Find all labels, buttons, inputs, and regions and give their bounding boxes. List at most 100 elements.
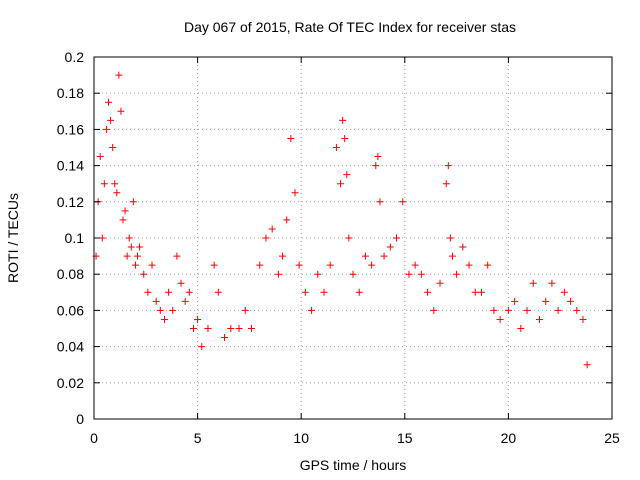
- x-tick-label: 10: [293, 430, 309, 446]
- data-point: [583, 361, 591, 369]
- data-point: [511, 297, 519, 305]
- y-tick-label: 0.12: [57, 194, 84, 210]
- data-point: [268, 225, 276, 233]
- data-point: [136, 243, 144, 251]
- y-tick-label: 0.18: [57, 85, 84, 101]
- data-point: [386, 243, 394, 251]
- data-point: [283, 216, 291, 224]
- data-point: [560, 288, 568, 296]
- data-point: [194, 315, 202, 323]
- data-point: [287, 134, 295, 142]
- data-point: [345, 234, 353, 242]
- data-point: [295, 261, 303, 269]
- data-point: [343, 171, 351, 179]
- data-point: [372, 162, 380, 170]
- y-tick-label: 0.2: [65, 49, 85, 65]
- data-point: [349, 270, 357, 278]
- data-point: [542, 297, 550, 305]
- data-point: [548, 279, 556, 287]
- data-point: [411, 261, 419, 269]
- data-point: [504, 306, 512, 314]
- data-point: [573, 306, 581, 314]
- data-point: [326, 261, 334, 269]
- data-point: [123, 252, 131, 260]
- y-axis-label: ROTI / TECUs: [5, 193, 21, 283]
- data-point: [523, 306, 531, 314]
- data-point: [274, 270, 282, 278]
- data-point: [148, 261, 156, 269]
- data-point: [301, 288, 309, 296]
- y-tick-label: 0: [76, 411, 84, 427]
- data-point: [105, 98, 113, 106]
- data-point: [405, 270, 413, 278]
- data-point: [477, 288, 485, 296]
- y-tick-label: 0.14: [57, 158, 84, 174]
- data-point: [129, 198, 137, 206]
- data-point: [127, 243, 135, 251]
- y-tick-label: 0.06: [57, 302, 84, 318]
- data-point: [341, 134, 349, 142]
- data-point: [453, 270, 461, 278]
- data-point: [111, 180, 119, 188]
- data-point: [517, 325, 525, 332]
- data-point: [332, 144, 340, 151]
- x-tick-label: 15: [397, 430, 413, 446]
- data-point: [125, 234, 133, 242]
- data-point: [430, 306, 438, 314]
- data-point: [446, 234, 454, 242]
- data-point: [442, 180, 450, 188]
- y-tick-label: 0.08: [57, 266, 84, 282]
- data-point: [235, 325, 243, 332]
- data-point: [471, 288, 479, 296]
- data-point: [119, 216, 127, 224]
- data-point: [436, 279, 444, 287]
- data-point: [279, 252, 287, 260]
- data-point: [448, 252, 456, 260]
- data-point: [444, 162, 452, 170]
- y-tick-label: 0.02: [57, 375, 84, 391]
- data-point: [399, 198, 407, 206]
- data-point: [496, 315, 504, 323]
- data-point: [131, 261, 139, 269]
- data-point: [140, 270, 148, 278]
- data-point: [210, 261, 218, 269]
- data-point: [160, 315, 168, 323]
- x-axis-label: GPS time / hours: [300, 457, 407, 473]
- data-point: [484, 261, 492, 269]
- data-point: [374, 153, 382, 161]
- data-point: [554, 306, 562, 314]
- data-point: [308, 306, 316, 314]
- data-point: [113, 189, 121, 197]
- data-point: [214, 288, 222, 296]
- y-tick-label: 0.04: [57, 339, 84, 355]
- data-point: [173, 252, 181, 260]
- chart-title: Day 067 of 2015, Rate Of TEC Index for r…: [184, 19, 516, 35]
- data-point: [121, 207, 129, 215]
- data-point: [96, 153, 104, 161]
- y-tick-label: 0.16: [57, 121, 84, 137]
- data-point: [314, 270, 322, 278]
- data-point: [465, 261, 473, 269]
- data-point: [459, 243, 467, 251]
- data-point: [181, 297, 189, 305]
- data-point: [262, 234, 270, 242]
- data-point: [227, 325, 235, 332]
- data-point: [204, 325, 212, 332]
- data-point: [339, 116, 347, 124]
- data-point: [221, 334, 229, 342]
- data-point: [134, 252, 142, 260]
- data-point: [185, 288, 193, 296]
- data-points: [92, 71, 591, 369]
- data-point: [376, 198, 384, 206]
- data-point: [247, 325, 255, 332]
- data-point: [156, 306, 164, 314]
- x-tick-label: 25: [604, 430, 620, 446]
- data-point: [490, 306, 498, 314]
- data-point: [100, 180, 108, 188]
- y-tick-label: 0.1: [65, 230, 85, 246]
- data-point: [177, 279, 185, 287]
- x-tick-label: 20: [501, 430, 517, 446]
- data-point: [291, 189, 299, 197]
- data-point: [380, 252, 388, 260]
